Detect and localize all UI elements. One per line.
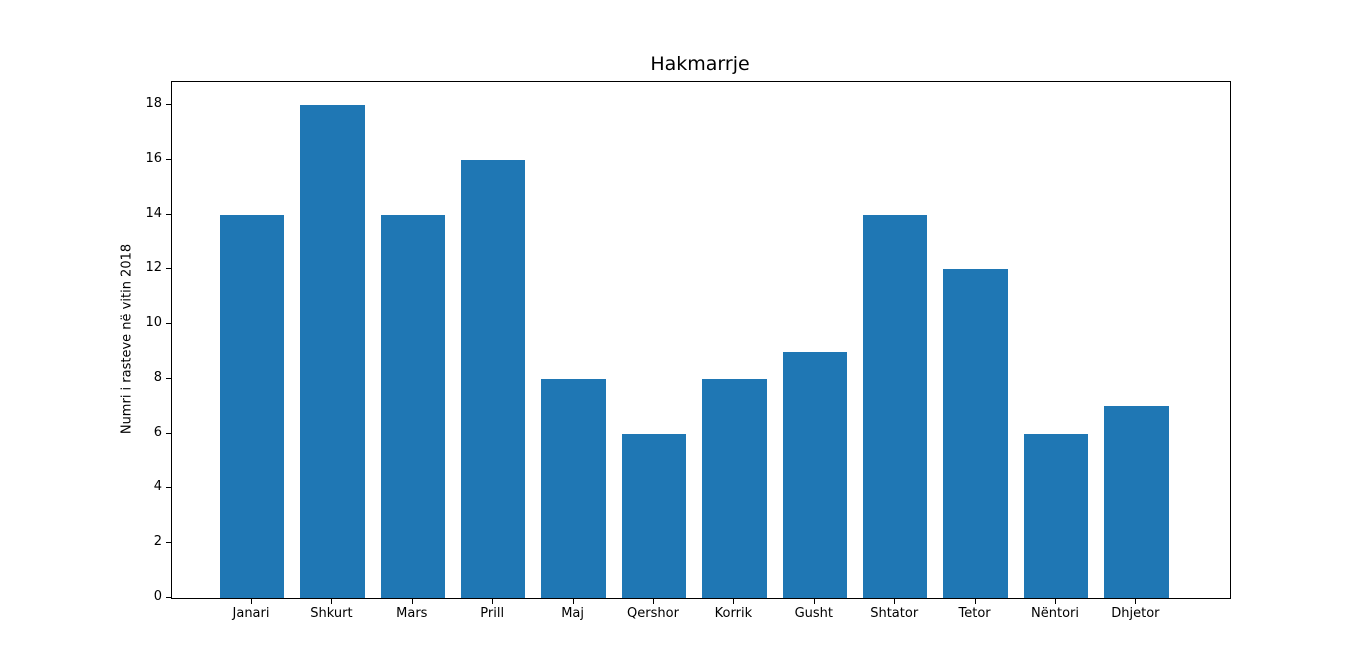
x-tick-label-gusht: Gusht	[794, 606, 834, 621]
x-tick-mark	[572, 599, 574, 604]
x-tick-label-shkurt: Shkurt	[310, 606, 353, 621]
y-tick-mark	[166, 597, 171, 598]
x-tick-label-qershor: Qershor	[627, 606, 679, 621]
y-tick-label-18: 18	[145, 96, 162, 111]
y-tick-label-8: 8	[153, 369, 162, 385]
bar-gusht	[782, 351, 848, 598]
bar-dhjetor	[1104, 406, 1169, 598]
bar-janari	[219, 214, 285, 598]
y-tick-label-16: 16	[145, 150, 162, 166]
x-tick-mark	[411, 599, 413, 604]
x-tick-mark	[974, 599, 976, 604]
bar-tetor	[943, 269, 1008, 598]
y-tick-mark	[166, 432, 171, 434]
y-tick-mark	[166, 213, 171, 215]
x-tick-label-shtator: Shtator	[870, 606, 919, 621]
bar-korrik	[702, 378, 767, 598]
x-tick-mark	[492, 599, 494, 604]
bar-shtator	[862, 214, 928, 598]
bar-qershor	[621, 433, 687, 598]
y-tick-mark	[166, 158, 171, 160]
bar-mars	[380, 214, 446, 598]
y-tick-mark	[166, 268, 171, 270]
y-tick-label-0: 0	[153, 589, 162, 604]
x-tick-label-mars: Mars	[396, 606, 428, 621]
bar-shkurt	[300, 105, 365, 598]
chart-title: Hakmarrje	[650, 53, 750, 75]
x-tick-mark	[1135, 599, 1137, 604]
y-tick-label-4: 4	[153, 479, 162, 495]
x-tick-label-janari: Janari	[232, 606, 270, 621]
x-tick-label-tetor: Tetor	[958, 606, 991, 621]
bar-prill	[460, 159, 526, 598]
x-tick-label-prill: Prill	[480, 606, 505, 621]
x-tick-mark	[653, 599, 654, 604]
y-tick-mark	[166, 542, 171, 544]
x-tick-mark	[733, 599, 735, 604]
bar-maj	[541, 378, 606, 598]
x-tick-mark	[331, 599, 333, 604]
y-tick-mark	[166, 104, 171, 105]
y-tick-mark	[166, 323, 171, 325]
y-tick-label-10: 10	[145, 315, 162, 331]
x-tick-mark	[894, 599, 896, 604]
x-tick-mark	[251, 599, 252, 604]
y-tick-label-14: 14	[145, 205, 162, 221]
x-tick-mark	[1055, 599, 1056, 604]
plot-area	[171, 81, 1231, 599]
x-tick-mark	[813, 599, 815, 604]
x-tick-label-nëntori: Nëntori	[1031, 606, 1079, 621]
y-tick-label-12: 12	[145, 260, 162, 276]
x-tick-label-maj: Maj	[561, 606, 584, 621]
x-tick-label-dhjetor: Dhjetor	[1111, 606, 1160, 621]
x-tick-label-korrik: Korrik	[714, 606, 753, 621]
y-tick-mark	[166, 377, 171, 379]
y-tick-mark	[166, 487, 171, 489]
y-tick-label-2: 2	[153, 534, 162, 550]
y-tick-label-6: 6	[153, 424, 162, 440]
bar-nëntori	[1023, 433, 1089, 598]
